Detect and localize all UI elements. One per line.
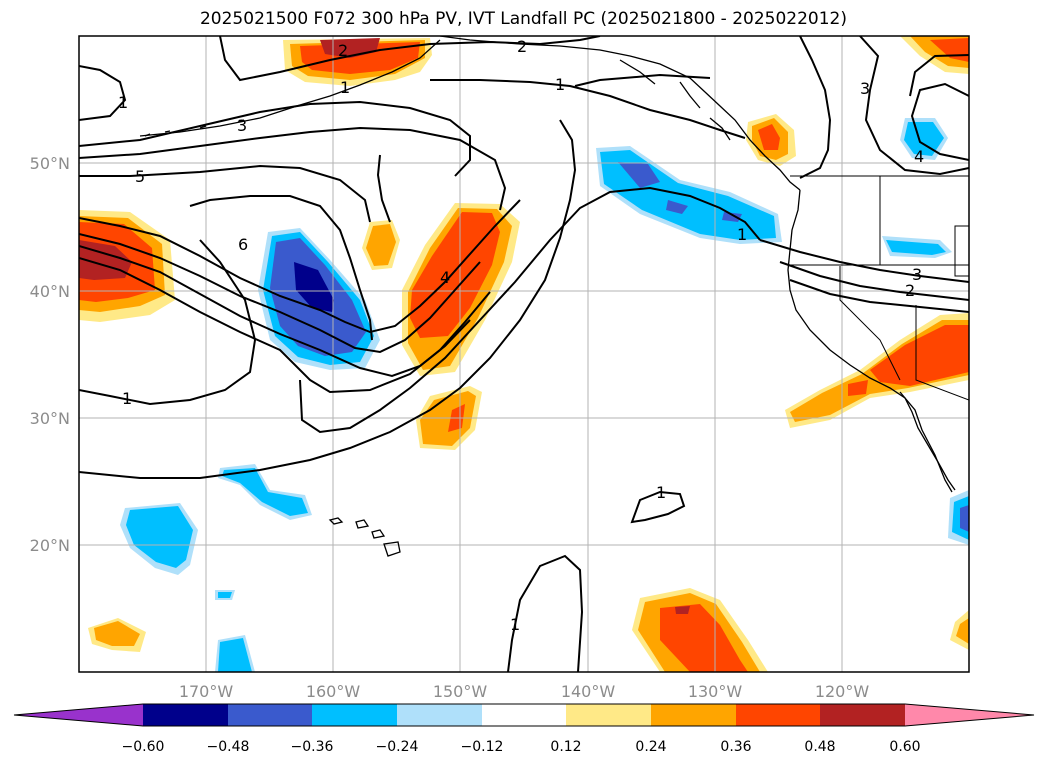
colorbar-segment	[482, 704, 566, 726]
colorbar-segment	[228, 704, 312, 726]
lon-label-160w: 160°W	[306, 682, 361, 701]
colorbar-segment	[312, 704, 397, 726]
contour-label: 1	[510, 615, 520, 634]
colorbar-segment	[566, 704, 651, 726]
colorbar-tick-label: 0.60	[889, 739, 920, 755]
contour-label: 1	[555, 75, 565, 94]
colorbar-tick-label: −0.24	[376, 739, 419, 755]
lon-label-130w: 130°W	[688, 682, 743, 701]
contour-label: 1	[118, 93, 128, 112]
contour-label: 4	[440, 268, 450, 287]
colorbar-tick-label: −0.60	[122, 739, 165, 755]
map-frame	[78, 35, 970, 673]
contour-label: 3	[912, 265, 922, 284]
lon-label-140w: 140°W	[561, 682, 616, 701]
map-title: 2025021500 F072 300 hPa PV, IVT Landfall…	[199, 9, 847, 29]
colorbar: −0.60 −0.48 −0.36 −0.24 −0.12 0.12 0.24 …	[13, 703, 1035, 755]
latitude-labels: 50°N 40°N 30°N 20°N	[30, 154, 70, 555]
contour-label: 2	[905, 281, 915, 300]
longitude-labels: 170°W 160°W 150°W 140°W 130°W 120°W	[179, 682, 870, 701]
contour-label: 2	[517, 37, 527, 56]
contour-label: 1	[656, 483, 666, 502]
lon-label-120w: 120°W	[815, 682, 870, 701]
lon-label-150w: 150°W	[433, 682, 488, 701]
contour-label: 6	[238, 235, 248, 254]
contour-label: 3	[860, 79, 870, 98]
colorbar-extend-low	[14, 704, 143, 726]
contour-label: 4	[914, 147, 924, 166]
contour-labels: 1 2 2 1 1 1 3 5 6 4 1 3 4 1 3 2 1	[118, 37, 924, 634]
colorbar-tick-label: 0.24	[635, 739, 666, 755]
pv-contours	[79, 36, 969, 672]
colorbar-segment	[397, 704, 482, 726]
lon-label-170w: 170°W	[179, 682, 234, 701]
colorbar-tick-label: −0.12	[461, 739, 504, 755]
lat-label-20n: 20°N	[30, 536, 70, 555]
contour-label: 1	[340, 78, 350, 97]
colorbar-extend-high	[905, 704, 1034, 726]
colorbar-tick-label: 0.48	[804, 739, 835, 755]
colorbar-segment	[651, 704, 736, 726]
colorbar-tick-label: 0.12	[550, 739, 581, 755]
lat-label-30n: 30°N	[30, 409, 70, 428]
colorbar-segment	[736, 704, 820, 726]
colorbar-tick-label: −0.48	[207, 739, 250, 755]
contour-label: 1	[122, 389, 132, 408]
colorbar-tick-label: 0.36	[720, 739, 751, 755]
map-content: 1 2 2 1 1 1 3 5 6 4 1 3 4 1 3 2 1	[79, 36, 969, 672]
contour-label: 3	[237, 116, 247, 135]
lat-label-50n: 50°N	[30, 154, 70, 173]
colorbar-segment	[820, 704, 905, 726]
colorbar-segment	[143, 704, 228, 726]
contour-label: 1	[737, 225, 747, 244]
lat-label-40n: 40°N	[30, 282, 70, 301]
contour-label: 2	[338, 41, 348, 60]
contour-label: 5	[135, 167, 145, 186]
colorbar-tick-label: −0.36	[291, 739, 334, 755]
